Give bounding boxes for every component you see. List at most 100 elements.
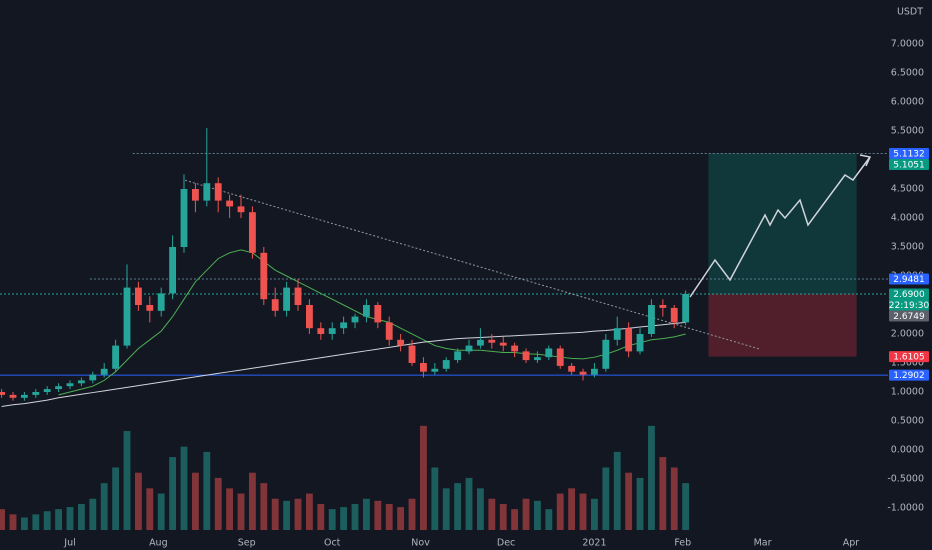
volume-bar (248, 472, 256, 530)
price-label-box (889, 288, 929, 300)
y-tick-label: 0.0000 (891, 444, 924, 455)
volume-bar (591, 498, 598, 530)
y-tick-label: 7.0000 (891, 39, 924, 50)
volume-bar (488, 498, 496, 530)
volume-bar (271, 498, 279, 530)
candle-body (591, 368, 598, 375)
candle-body (442, 360, 450, 369)
currency-label: USDT (897, 7, 923, 18)
volume-bar (328, 509, 336, 530)
candle-body (214, 183, 222, 201)
volume-bar (100, 483, 108, 530)
candle-body (397, 339, 405, 346)
volume-bar (0, 509, 6, 530)
volume-bar (191, 472, 199, 530)
y-tick-label: 3.5000 (891, 241, 924, 252)
candle-body (283, 287, 291, 311)
volume-bar (134, 472, 142, 530)
volume-bar (43, 511, 51, 530)
candle-body (100, 368, 108, 375)
y-tick-label: -1.0000 (887, 502, 924, 513)
candle-body (134, 287, 142, 305)
volume-bar (670, 467, 678, 530)
candle-body (613, 328, 621, 340)
candle-body (169, 246, 177, 294)
volume-bar (602, 467, 610, 530)
price-label: 1.6105 (893, 353, 925, 363)
volume-bar (522, 498, 530, 530)
candle-body (477, 339, 484, 346)
candle-body (454, 351, 462, 361)
volume-bar (214, 477, 222, 530)
candle-body (625, 328, 633, 352)
candle-body (260, 252, 268, 300)
candle-body (682, 293, 690, 323)
candle-body (66, 383, 74, 387)
x-tick-label: Jul (63, 538, 75, 549)
y-tick-label: 1.5000 (891, 357, 924, 368)
candle-body (659, 304, 667, 308)
volume-bar (442, 488, 450, 530)
volume-bar (32, 514, 40, 530)
price-label-box (889, 147, 929, 159)
volume-bar (477, 488, 484, 530)
candle-body (237, 206, 245, 213)
volume-bar (613, 451, 621, 530)
volume-bar (20, 517, 28, 530)
price-label-box (889, 369, 929, 381)
x-tick-label: Oct (324, 538, 341, 549)
volume-bar (420, 425, 427, 530)
volume-bar (55, 509, 63, 530)
candle-body (55, 386, 63, 390)
price-label: 2.6900 (893, 290, 925, 300)
volume-bar (226, 488, 234, 530)
volume-bar (545, 509, 553, 530)
candle-body (488, 339, 496, 343)
candle-body (112, 345, 120, 369)
volume-bar (9, 514, 17, 530)
x-tick-label: Mar (754, 538, 772, 549)
volume-bar (556, 493, 564, 530)
candle-body (465, 345, 473, 352)
y-tick-label: 5.5000 (891, 126, 924, 137)
plot-area (0, 128, 888, 530)
candle-body (248, 212, 256, 253)
candle-body (522, 351, 530, 361)
candle-body (408, 345, 416, 363)
moving-average (58, 249, 686, 396)
volume-bar (294, 498, 302, 530)
price-label-box (889, 158, 929, 170)
candle-body (648, 304, 655, 334)
candle-body (43, 389, 51, 392)
candle-body (351, 316, 359, 323)
volume-bar (305, 493, 313, 530)
y-tick-label: 4.0000 (891, 213, 924, 224)
candle-body (579, 371, 587, 375)
volume-bar (385, 503, 393, 530)
y-tick-label: 6.5000 (891, 68, 924, 79)
price-label: 2.6749 (893, 312, 925, 322)
price-label: 1.2902 (893, 371, 925, 381)
price-label: 2.9481 (893, 275, 925, 285)
candle-body (0, 391, 6, 395)
projection-arrow (689, 154, 872, 298)
volume-bar (568, 488, 576, 530)
candle-body (374, 304, 382, 323)
price-label-box (889, 273, 929, 285)
volume-bar (625, 472, 633, 530)
volume-bar (397, 507, 405, 530)
countdown-box (889, 299, 929, 311)
candle-body (385, 322, 393, 340)
volume-bar (659, 457, 667, 530)
volume-bar (237, 493, 245, 530)
volume-bar (260, 483, 268, 530)
volume-bar (648, 425, 655, 530)
volume-bar (465, 477, 473, 530)
volume-bar (374, 500, 382, 530)
x-tick-label: 2021 (582, 538, 606, 549)
volume-bar (351, 503, 359, 530)
candle-body (271, 299, 279, 311)
volume-bar (317, 503, 325, 530)
